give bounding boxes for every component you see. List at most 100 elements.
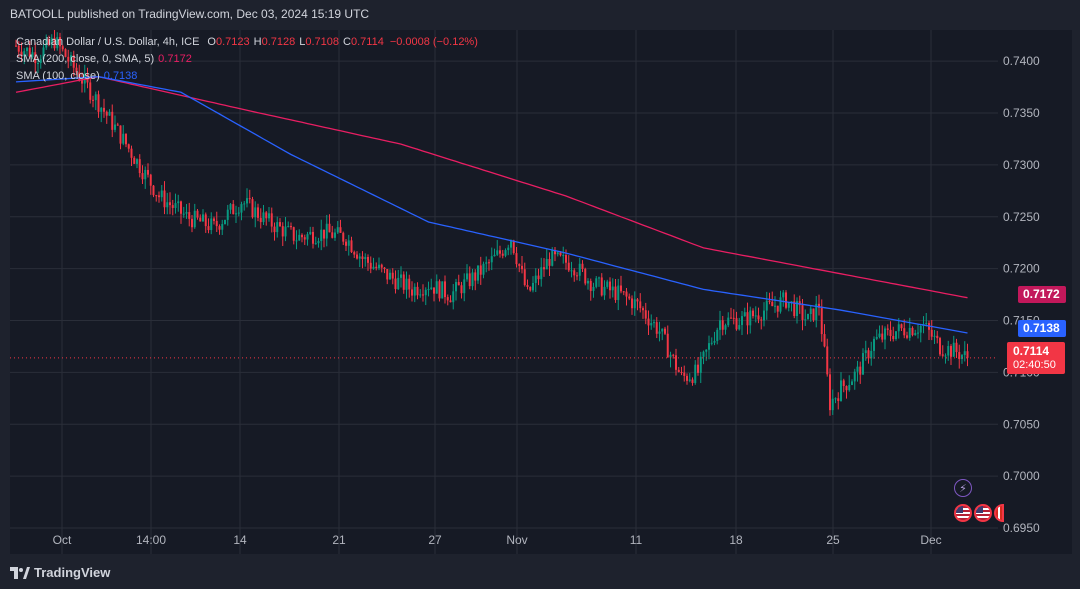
candle-body	[342, 232, 345, 242]
ca-flag-icon[interactable]	[994, 504, 1004, 522]
candle-body	[438, 281, 441, 299]
candle-body	[779, 297, 782, 312]
candle-body	[661, 328, 664, 332]
candle-body	[331, 232, 334, 238]
candle-body	[130, 148, 133, 158]
candle-body	[551, 249, 554, 266]
candle-body	[735, 318, 738, 330]
candle-body	[474, 272, 477, 281]
candle-body	[108, 111, 111, 116]
candle-body	[760, 319, 763, 321]
candle-body	[944, 355, 947, 357]
candle-body	[757, 315, 760, 320]
candle-body	[336, 227, 339, 233]
candle-body	[240, 204, 243, 213]
candle-body	[895, 331, 897, 340]
candle-body	[279, 222, 281, 227]
candle-body	[482, 263, 485, 275]
candle-body	[20, 51, 23, 57]
candle-body	[570, 270, 573, 272]
candle-body	[906, 335, 908, 338]
candle-body	[309, 231, 312, 235]
candle-body	[226, 209, 229, 220]
candle-body	[169, 202, 171, 206]
candle-body	[933, 335, 936, 337]
candle-body	[911, 327, 914, 336]
candle-body	[622, 291, 625, 293]
chart-pane[interactable]	[10, 30, 1072, 554]
candle-body	[567, 262, 570, 271]
candle-body	[510, 240, 512, 248]
candle-body	[697, 364, 699, 373]
x-tick-label: Dec	[920, 533, 941, 547]
sma100-legend-row[interactable]: SMA (100, close) 0.7138	[16, 68, 478, 85]
sma200-label: SMA (200, close, 0, SMA, 5)	[16, 53, 155, 65]
candle-body	[963, 351, 966, 356]
candle-body	[34, 52, 37, 64]
candle-body	[941, 354, 944, 356]
candle-body	[532, 282, 534, 291]
candle-body	[158, 195, 160, 198]
candle-body	[677, 369, 680, 372]
candle-body	[28, 47, 31, 57]
candle-body	[584, 268, 587, 284]
candle-body	[375, 266, 378, 269]
published-by-text: BATOOLL published on TradingView.com, De…	[10, 7, 370, 21]
candle-body	[204, 214, 207, 227]
candle-body	[727, 317, 730, 326]
candle-body	[609, 281, 611, 291]
candle-body	[691, 379, 694, 383]
tradingview-logo[interactable]: TradingView	[10, 565, 110, 580]
sma200-legend-row[interactable]: SMA (200, close, 0, SMA, 5) 0.7172	[16, 51, 478, 68]
candle-body	[658, 331, 661, 334]
open-label: O	[207, 36, 216, 48]
candle-body	[840, 380, 842, 401]
candle-body	[534, 275, 537, 283]
candle-body	[644, 310, 647, 319]
candle-body	[884, 328, 886, 340]
candle-body	[199, 217, 202, 222]
candle-body	[589, 280, 592, 291]
candle-body	[177, 201, 180, 204]
candle-body	[17, 45, 20, 52]
candle-body	[842, 380, 845, 387]
candle-body	[749, 310, 752, 326]
candle-body	[141, 173, 144, 180]
candle-body	[323, 229, 325, 239]
y-tick-label: 0.7050	[1003, 417, 1040, 431]
candle-body	[892, 336, 895, 340]
candle-body	[50, 37, 53, 45]
candle-body	[441, 281, 444, 299]
candle-body	[367, 257, 369, 263]
candle-body	[221, 224, 224, 230]
candle-body	[23, 51, 26, 57]
lightning-event-icon[interactable]: ⚡	[954, 479, 972, 497]
price-chart[interactable]: 0.74000.73500.73000.72500.72000.71500.71…	[10, 30, 1072, 554]
candle-body	[504, 250, 507, 256]
candle-body	[853, 371, 856, 382]
candle-body	[215, 220, 218, 227]
candle-body	[653, 322, 655, 324]
candle-body	[908, 327, 911, 338]
candle-body	[380, 264, 383, 268]
candle-body	[559, 252, 562, 256]
close-label: C	[343, 36, 351, 48]
y-tick-label: 0.7250	[1003, 210, 1040, 224]
candle-body	[705, 349, 708, 352]
us-flag-icon[interactable]	[974, 504, 992, 522]
us-flag-icon[interactable]	[954, 504, 972, 522]
open-value: 0.7123	[215, 36, 250, 48]
candle-body	[166, 202, 169, 208]
candle-body	[867, 350, 870, 359]
candle-body	[587, 280, 589, 284]
candle-body	[312, 231, 314, 244]
candle-body	[845, 386, 848, 391]
candle-body	[526, 285, 529, 287]
candle-body	[353, 252, 356, 255]
candle-body	[719, 320, 721, 330]
tradingview-brand: TradingView	[34, 565, 111, 580]
candle-body	[122, 133, 125, 144]
candle-body	[490, 256, 493, 263]
candle-body	[193, 210, 196, 228]
candle-body	[369, 262, 372, 269]
